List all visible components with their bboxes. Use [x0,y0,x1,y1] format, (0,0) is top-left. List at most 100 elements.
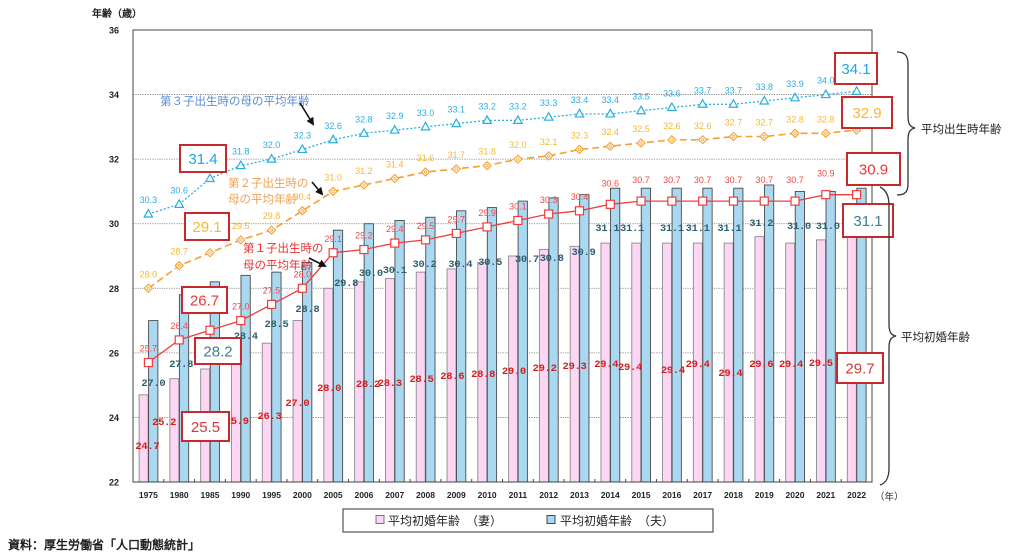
marker-third_child-2006 [358,127,370,137]
line-label-second_child-2013: 32.3 [571,130,589,140]
marker-first_child-2020 [790,196,800,206]
line-label-first_child-2013: 30.4 [571,192,589,202]
bar-wife-1980 [169,378,180,483]
x-tick-label-1985: 1985 [201,490,220,500]
bar-label-husband-1995: 28.5 [265,319,289,331]
marker-second_child-2010-dot [485,164,489,168]
bar-label-husband-2012: 30.8 [540,253,564,265]
y-tick-label: 34 [109,90,119,100]
marker-second_child-2017 [697,134,708,145]
marker-second_child-1995 [266,225,277,235]
line-label-second_child-2021: 32.8 [817,114,835,124]
line-third_child [148,90,857,215]
y-tick-label: 30 [109,219,119,229]
line-second_child [147,129,857,289]
highlight-box-husband-2022 [842,203,894,238]
highlight-box-third_child-2022 [834,52,878,85]
x-tick-label-1995: 1995 [262,490,281,500]
bar-label-husband-2013: 30.9 [571,247,595,259]
bar-label-husband-1980: 27.8 [169,359,193,371]
annotation-third-child-text: 第３子出生時の母の平均年齢 [160,94,310,108]
x-tick-label-2020: 2020 [786,490,805,500]
marker-first_child-1985 [205,325,215,335]
marker-first_child-2005 [328,248,338,258]
marker-second_child-2012 [543,151,554,161]
bar-label-wife-2008: 28.5 [410,374,434,386]
line-label-third_child-2011: 33.2 [509,101,527,111]
highlight-box-first_child-1985 [181,286,228,314]
line-label-second_child-2000: 30.4 [294,192,312,202]
highlight-value-third_child-2022: 34.1 [841,61,870,78]
marker-third_child-2000 [297,143,308,154]
marker-second_child-1980-dot [177,264,181,268]
y-axis-ticks: 22 24 26 28 30 32 34 36 [109,26,119,488]
x-tick-label-2008: 2008 [416,490,435,500]
line-label-first_child-2021: 30.9 [817,169,835,179]
bar-label-wife-1995: 26.3 [258,411,282,423]
marker-third_child-2022 [851,85,862,95]
bar-husband-2010 [486,207,498,483]
bar-label-husband-2020: 31.0 [787,221,811,233]
marker-second_child-2010 [482,160,492,171]
marker-third_child-2020 [789,92,801,102]
bar-husband-2013 [579,194,590,483]
line-label-second_child-2005: 31.0 [324,172,342,182]
line-label-first_child-2017: 30.7 [694,175,712,185]
line-markers [143,85,862,368]
bar-label-husband-2009: 30.4 [448,259,472,271]
bar-label-wife-2016: 29.4 [661,365,685,377]
marker-second_child-2016 [667,134,677,145]
y-tick-label: 24 [109,413,119,423]
line-label-first_child-2007: 29.4 [386,224,404,234]
x-tick-label-2007: 2007 [385,490,404,500]
highlight-box-wife-1985 [181,411,230,442]
highlight-value-husband-2022: 31.1 [853,213,882,230]
bar-label-husband-2021: 31.0 [816,221,840,233]
marker-first_child-1980 [174,335,184,345]
bar-husband-2007 [394,220,405,483]
bar-label-husband-2005: 29.8 [334,278,358,290]
marker-second_child-2009 [451,164,462,174]
y-tick-label: 32 [109,155,119,165]
x-tick-label-2010: 2010 [478,490,497,500]
marker-second_child-2006-dot [362,183,366,187]
x-tick-label-2015: 2015 [632,490,651,500]
x-tick-label-2019: 2019 [755,490,774,500]
marker-second_child-2018-dot [731,134,735,139]
highlight-value-second_child-2022: 32.9 [852,105,881,122]
brace-icon [896,51,916,196]
line-label-third_child-2008: 33.0 [417,108,435,118]
marker-third_child-2005 [327,134,339,144]
annotation-second-child-line1: 第２子出生時の [228,176,309,190]
legend-label-husband: 平均初婚年齢 （夫） [560,513,674,528]
line-label-second_child-2012: 32.1 [540,137,558,147]
marker-second_child-2008-dot [423,170,428,174]
x-tick-label-2016: 2016 [662,490,681,500]
marker-second_child-1990 [235,235,246,245]
x-tick-label-2013: 2013 [570,490,589,500]
line-label-third_child-2016: 33.6 [663,88,681,98]
bar-label-wife-2013: 29.3 [562,361,586,373]
marker-second_child-1985-dot [208,251,212,255]
bar-label-husband-2000: 28.8 [295,304,319,316]
marker-second_child-2006 [359,180,369,190]
line-label-first_child-1975: 25.7 [140,344,158,354]
line-label-third_child-1980: 30.6 [170,185,188,195]
line-label-first_child-1990: 27.0 [232,302,250,312]
bars [138,184,867,483]
legend: 平均初婚年齢 （妻） 平均初婚年齢 （夫） [342,508,714,533]
legend-label-wife: 平均初婚年齢 （妻） [388,513,502,528]
bar-husband-2009 [456,210,467,483]
line-label-second_child-2018: 32.7 [725,118,743,128]
marker-first_child-2000 [297,283,307,293]
bar-label-wife-1975: 24.7 [135,441,159,453]
marker-third_child-1995 [266,153,277,163]
line-label-second_child-1980: 28.7 [170,247,188,257]
line-label-first_child-2008: 29.5 [417,221,435,231]
x-tick-label-2006: 2006 [354,490,373,500]
annotation-second-child-arrow-icon [311,181,324,196]
bar-label-husband-1975: 27.0 [141,378,165,390]
line-label-third_child-2017: 33.7 [694,85,712,95]
line-label-third_child-2009: 33.1 [448,105,466,115]
annotation-first-child: 第１子出生時の 母の平均年齢 [243,241,327,272]
